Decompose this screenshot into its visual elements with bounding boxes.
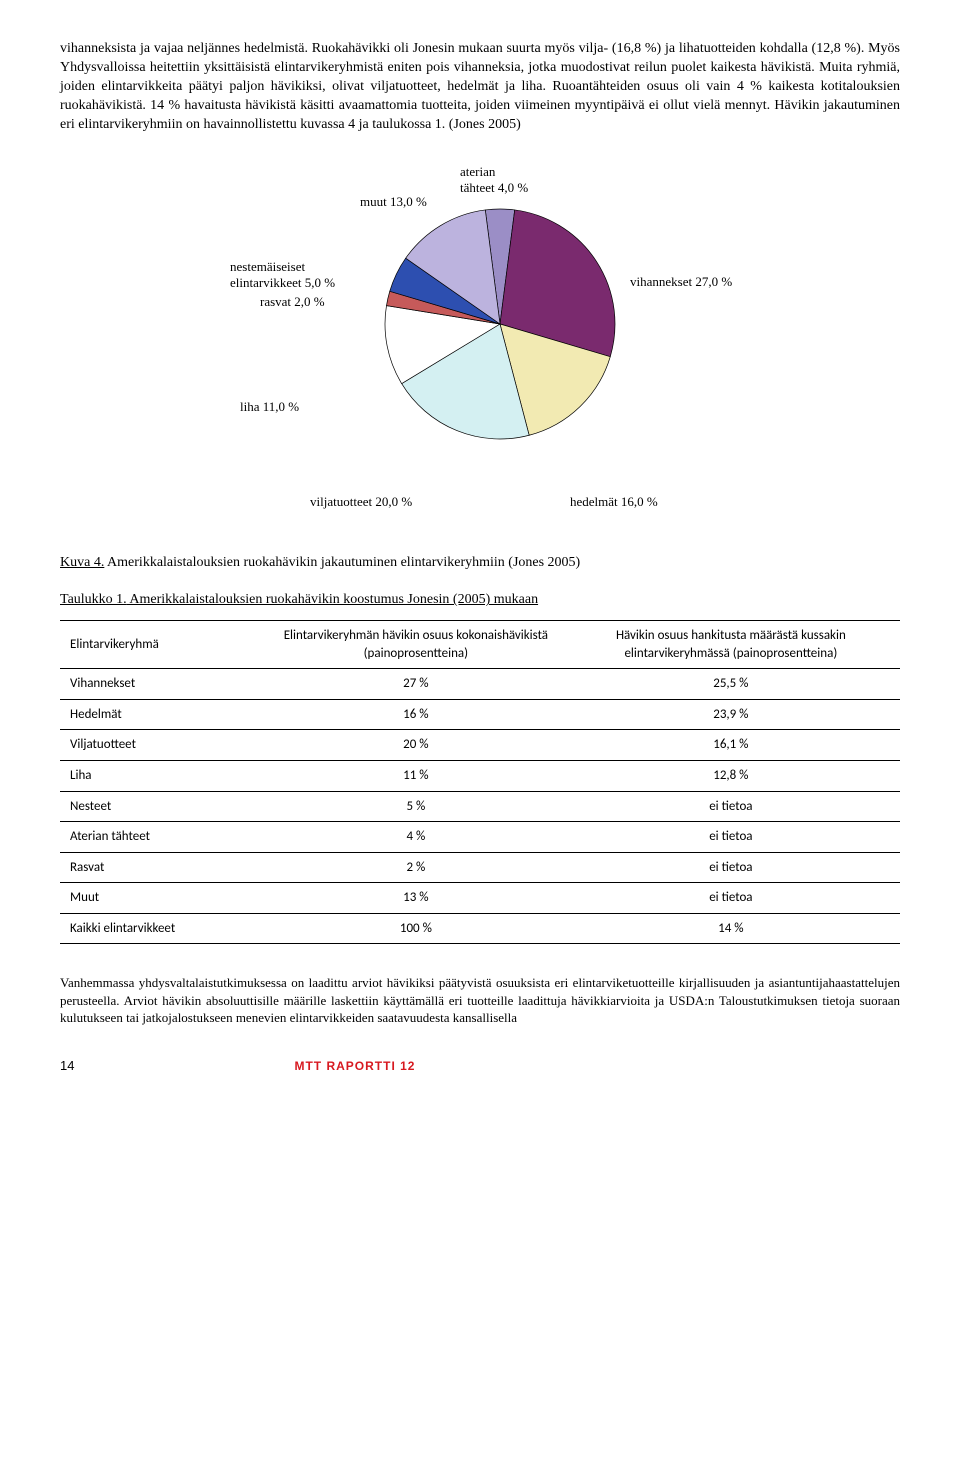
table-cell: 13 %	[270, 883, 562, 914]
pie-label: vihannekset 27,0 %	[630, 274, 732, 290]
table-cell: 23,9 %	[562, 699, 900, 730]
table-row: Liha11 %12,8 %	[60, 760, 900, 791]
table-cell: Rasvat	[60, 852, 270, 883]
table-cell: 25,5 %	[562, 669, 900, 700]
table-cell: Kaikki elintarvikkeet	[60, 913, 270, 944]
table-cell: ei tietoa	[562, 822, 900, 853]
table-cell: Nesteet	[60, 791, 270, 822]
page-footer: 14 MTT RAPORTTI 12	[60, 1057, 900, 1075]
pie-chart: ateriantähteet 4,0 % vihannekset 27,0 % he…	[200, 164, 760, 524]
table-cell: 11 %	[270, 760, 562, 791]
table-cell: 20 %	[270, 730, 562, 761]
pie-label: rasvat 2,0 %	[260, 294, 325, 310]
table-row: Muut13 %ei tietoa	[60, 883, 900, 914]
pie-label: hedelmät 16,0 %	[570, 494, 658, 510]
table-cell: Hedelmät	[60, 699, 270, 730]
report-brand: MTT RAPORTTI 12	[294, 1058, 415, 1074]
table-header: Elintarvikeryhmä	[60, 621, 270, 669]
table-cell: 12,8 %	[562, 760, 900, 791]
table-cell: 14 %	[562, 913, 900, 944]
table-caption: Taulukko 1. Amerikkalaistalouksien ruoka…	[60, 591, 900, 610]
table-cell: Muut	[60, 883, 270, 914]
pie-label: nestemäiseisetelintarvikkeet 5,0 %	[230, 259, 335, 290]
page-number: 14	[60, 1057, 74, 1075]
table-cell: ei tietoa	[562, 791, 900, 822]
table-header: Hävikin osuus hankitusta määrästä kussak…	[562, 621, 900, 669]
food-waste-table: ElintarvikeryhmäElintarvikeryhmän häviki…	[60, 620, 900, 944]
table-row: Hedelmät16 %23,9 %	[60, 699, 900, 730]
table-cell: 100 %	[270, 913, 562, 944]
paragraph-intro: vihanneksista ja vajaa neljännes hedelmi…	[60, 40, 900, 134]
table-row: Nesteet5 %ei tietoa	[60, 791, 900, 822]
table-row: Viljatuotteet20 %16,1 %	[60, 730, 900, 761]
table-cell: 27 %	[270, 669, 562, 700]
table-cell: Vihannekset	[60, 669, 270, 700]
table-cell: Viljatuotteet	[60, 730, 270, 761]
table-cell: ei tietoa	[562, 852, 900, 883]
paragraph-footer: Vanhemmassa yhdysvaltalaistutkimuksessa …	[60, 974, 900, 1027]
figure-caption-text: Amerikkalaistalouksien ruokahävikin jaka…	[104, 555, 580, 570]
pie-label: viljatuotteet 20,0 %	[310, 494, 412, 510]
table-cell: 2 %	[270, 852, 562, 883]
table-cell: 16 %	[270, 699, 562, 730]
table-cell: Aterian tähteet	[60, 822, 270, 853]
table-row: Vihannekset27 %25,5 %	[60, 669, 900, 700]
figure-caption: Kuva 4. Amerikkalaistalouksien ruokahävi…	[60, 554, 900, 573]
table-row: Kaikki elintarvikkeet100 %14 %	[60, 913, 900, 944]
table-cell: 16,1 %	[562, 730, 900, 761]
pie-label: muut 13,0 %	[360, 194, 427, 210]
table-caption-text: Amerikkalaistalouksien ruokahävikin koos…	[127, 592, 538, 607]
pie-label: liha 11,0 %	[240, 399, 299, 415]
table-caption-prefix: Taulukko 1.	[60, 592, 127, 607]
table-cell: 5 %	[270, 791, 562, 822]
table-cell: 4 %	[270, 822, 562, 853]
table-header: Elintarvikeryhmän hävikin osuus kokonais…	[270, 621, 562, 669]
table-row: Aterian tähteet4 %ei tietoa	[60, 822, 900, 853]
table-row: Rasvat2 %ei tietoa	[60, 852, 900, 883]
table-cell: Liha	[60, 760, 270, 791]
table-cell: ei tietoa	[562, 883, 900, 914]
pie-label: ateriantähteet 4,0 %	[460, 164, 528, 195]
figure-caption-prefix: Kuva 4.	[60, 555, 104, 570]
